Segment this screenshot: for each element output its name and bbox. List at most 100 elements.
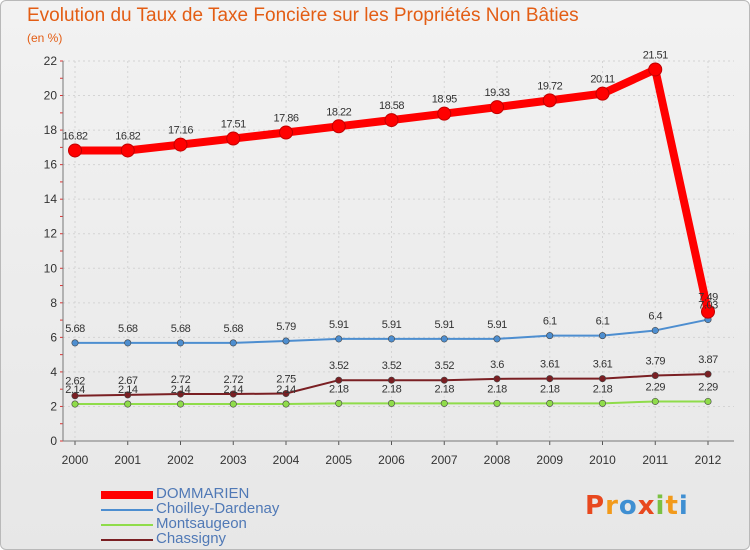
x-tick-label: 2008 [484, 453, 511, 467]
x-tick-label: 2000 [62, 453, 89, 467]
y-tick-label: 4 [50, 365, 57, 379]
data-label: 3.52 [382, 360, 402, 372]
data-label: 2.72 [224, 374, 244, 386]
data-label: 7.49 [698, 292, 718, 304]
logo-letter: i [655, 491, 666, 521]
data-label: 2.14 [276, 384, 296, 396]
x-tick-label: 2011 [642, 453, 668, 467]
x-tick-label: 2005 [325, 453, 352, 467]
legend-swatch [101, 523, 153, 526]
y-tick-label: 14 [44, 192, 58, 206]
chart-title: Evolution du Taux de Taxe Foncière sur l… [27, 5, 579, 26]
data-point [335, 335, 343, 343]
data-point [177, 400, 185, 408]
data-label: 17.86 [273, 113, 298, 125]
logo-letter: t [665, 491, 679, 521]
data-label: 3.52 [435, 360, 455, 372]
data-label: 19.33 [484, 87, 509, 99]
data-label: 5.91 [487, 319, 507, 331]
y-tick-label: 20 [44, 89, 58, 103]
y-tick-label: 22 [44, 54, 58, 68]
data-label: 5.68 [118, 323, 138, 335]
proxiti-logo: Proxiti [585, 491, 689, 521]
y-tick-label: 18 [44, 123, 58, 137]
data-point [177, 339, 185, 347]
data-label: 5.68 [224, 323, 244, 335]
legend-label: Chassigny [156, 530, 227, 547]
data-point [651, 372, 659, 380]
x-tick-label: 2007 [431, 453, 458, 467]
logo-letter: i [678, 491, 689, 521]
data-label: 20.11 [590, 74, 615, 86]
data-point [704, 397, 712, 405]
data-label: 2.18 [329, 383, 349, 395]
data-label: 5.68 [65, 323, 85, 335]
data-label: 2.18 [593, 383, 613, 395]
data-label: 3.6 [490, 359, 504, 371]
data-point [651, 397, 659, 405]
data-point [542, 93, 557, 108]
x-tick-label: 2004 [273, 453, 300, 467]
data-point [440, 399, 448, 407]
data-point [71, 400, 79, 408]
data-label: 2.29 [698, 381, 718, 393]
data-point [226, 131, 241, 146]
data-label: 19.72 [537, 80, 562, 92]
data-point [493, 399, 501, 407]
data-point [598, 399, 606, 407]
legend-swatch [101, 508, 153, 511]
data-point [490, 100, 504, 115]
data-point [546, 332, 554, 340]
data-label: 2.67 [118, 375, 138, 387]
data-label: 2.72 [171, 374, 191, 386]
data-label: 3.61 [540, 359, 560, 371]
data-label: 6.1 [543, 316, 557, 328]
legend-label: Montsaugeon [156, 515, 247, 532]
data-point [493, 335, 501, 343]
data-label: 5.79 [276, 321, 296, 333]
y-tick-label: 2 [50, 399, 57, 413]
data-point [229, 339, 237, 347]
data-point [124, 391, 132, 399]
data-point [177, 390, 185, 398]
legend-swatch [101, 490, 153, 499]
data-label: 2.14 [171, 384, 191, 396]
data-label: 2.29 [646, 381, 666, 393]
data-point [68, 143, 82, 158]
data-label: 18.22 [326, 106, 351, 118]
data-point [384, 113, 399, 128]
logo-letter: x [637, 491, 656, 521]
y-tick-label: 8 [50, 296, 57, 310]
x-tick-label: 2012 [695, 453, 722, 467]
data-label: 2.14 [224, 384, 244, 396]
data-label: 16.82 [115, 130, 140, 142]
data-point [493, 375, 501, 383]
data-point [335, 376, 343, 384]
data-label: 2.18 [382, 383, 402, 395]
data-point [282, 400, 290, 408]
data-label: 3.79 [646, 356, 666, 368]
legend-label: Choilley-Dardenay [156, 500, 280, 517]
y-tick-label: 0 [50, 434, 57, 448]
data-point [71, 339, 79, 347]
y-tick-label: 12 [44, 227, 58, 241]
data-point [124, 400, 132, 408]
data-point [71, 392, 79, 400]
data-labels: 16.82 16.82 17.16 17.51 17.86 18.22 18.58 18.95… [62, 49, 718, 396]
data-point [229, 390, 237, 398]
data-label: 18.58 [379, 100, 404, 112]
data-point [704, 370, 712, 378]
x-tick-label: 2003 [220, 453, 247, 467]
x-tick-label: 2006 [378, 453, 405, 467]
data-point [387, 335, 395, 343]
data-point [546, 399, 554, 407]
data-label: 5.91 [329, 319, 349, 331]
data-point [387, 376, 395, 384]
x-tick-label: 2002 [167, 453, 194, 467]
data-point [229, 400, 237, 408]
data-point [124, 339, 132, 347]
y-tick-label: 16 [44, 158, 58, 172]
series-lines [68, 62, 715, 408]
